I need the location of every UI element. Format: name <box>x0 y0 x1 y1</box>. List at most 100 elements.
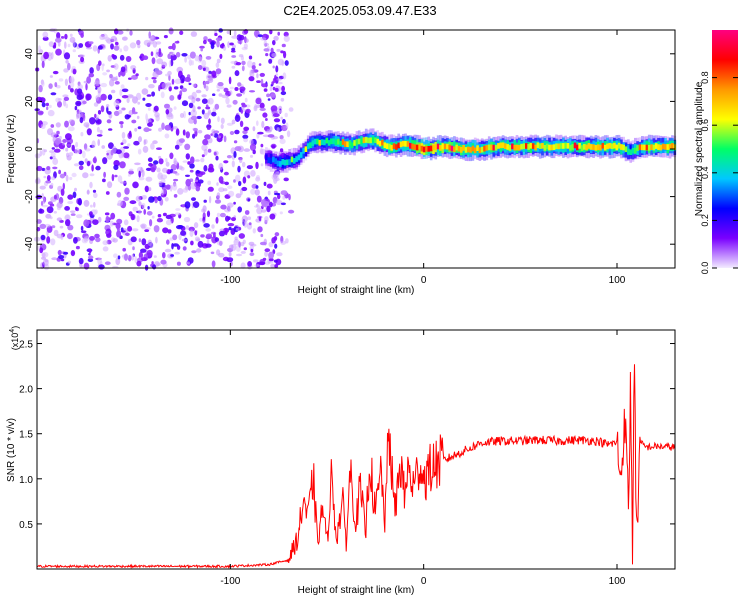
noise-speckle <box>95 87 98 90</box>
ridge-cell <box>641 144 644 151</box>
noise-speckle <box>165 161 170 167</box>
ridge-cell <box>668 143 672 150</box>
noise-speckle <box>213 151 217 156</box>
ridge-cell <box>629 149 632 156</box>
noise-speckle <box>264 251 269 257</box>
noise-speckle <box>84 148 91 152</box>
noise-speckle <box>120 142 124 145</box>
noise-speckle <box>83 199 90 207</box>
noise-speckle <box>52 155 56 160</box>
noise-speckle <box>206 238 210 245</box>
noise-speckle <box>85 83 88 91</box>
noise-speckle <box>232 44 236 49</box>
noise-speckle <box>102 178 106 183</box>
ridge-cell <box>378 140 382 147</box>
noise-speckle <box>279 138 286 145</box>
ridge-cell <box>295 156 298 162</box>
noise-speckle <box>97 45 103 50</box>
noise-speckle <box>113 253 118 258</box>
noise-speckle <box>119 48 123 53</box>
noise-speckle <box>211 111 217 117</box>
noise-speckle <box>220 204 227 210</box>
noise-speckle <box>102 72 108 76</box>
spectrogram-xlabel: Height of straight line (km) <box>298 285 415 296</box>
noise-speckle <box>248 222 252 226</box>
noise-speckle <box>102 246 109 252</box>
noise-speckle <box>50 92 57 96</box>
ridge-cell <box>453 146 456 153</box>
noise-speckle <box>272 40 276 46</box>
noise-speckle <box>208 118 211 125</box>
noise-speckle <box>211 224 215 229</box>
noise-speckle <box>143 127 150 133</box>
noise-speckle <box>282 119 286 124</box>
noise-speckle <box>254 103 258 110</box>
noise-speckle <box>34 178 41 185</box>
noise-speckle <box>49 216 53 220</box>
noise-speckle <box>121 95 129 99</box>
noise-speckle <box>115 149 122 155</box>
noise-speckle <box>130 236 137 243</box>
noise-speckle <box>152 264 157 270</box>
noise-speckle <box>216 182 219 186</box>
noise-speckle <box>260 37 267 41</box>
noise-speckle <box>80 225 84 232</box>
noise-speckle <box>62 94 69 98</box>
noise-speckle <box>99 129 103 134</box>
noise-speckle <box>138 209 142 215</box>
noise-speckle <box>176 225 183 230</box>
noise-speckle <box>268 258 274 262</box>
noise-speckle <box>53 229 59 237</box>
noise-speckle <box>126 97 130 104</box>
noise-speckle <box>157 172 163 180</box>
noise-speckle <box>163 35 168 39</box>
noise-speckle <box>235 174 241 182</box>
noise-speckle <box>184 77 192 82</box>
noise-speckle <box>249 143 257 151</box>
ridge-cell <box>536 142 540 149</box>
noise-speckle <box>42 251 49 258</box>
noise-speckle <box>272 65 275 69</box>
noise-speckle <box>102 157 108 165</box>
noise-speckle <box>245 108 251 114</box>
noise-speckle <box>105 215 110 223</box>
noise-speckle <box>68 152 74 157</box>
noise-speckle <box>228 244 234 250</box>
noise-speckle <box>89 181 93 189</box>
noise-speckle <box>243 221 248 228</box>
noise-speckle <box>228 251 232 257</box>
noise-speckle <box>215 155 219 161</box>
noise-speckle <box>248 90 256 93</box>
noise-speckle <box>285 122 289 129</box>
noise-speckle <box>273 35 279 41</box>
noise-speckle <box>94 209 98 214</box>
ridge-cell <box>550 144 554 151</box>
colorbar-ticks: 0.0 0.2 0.4 0.6 0.8 <box>700 71 738 274</box>
noise-speckle <box>97 257 102 265</box>
ridge-cell <box>531 143 535 149</box>
noise-speckle <box>281 43 286 48</box>
ridge-cell <box>511 143 514 150</box>
ridge-cell <box>369 137 373 144</box>
noise-speckle <box>54 82 58 88</box>
noise-speckle <box>231 35 238 39</box>
noise-speckle <box>264 216 269 223</box>
noise-speckle <box>119 121 124 125</box>
noise-speckle <box>214 32 218 37</box>
y-tick-label: 40 <box>24 48 35 60</box>
noise-speckle <box>141 238 147 246</box>
noise-speckle <box>74 187 77 192</box>
noise-speckle <box>134 255 137 264</box>
noise-speckle <box>68 119 76 124</box>
noise-speckle <box>221 94 229 99</box>
noise-speckle <box>249 252 255 257</box>
ridge-cell <box>557 143 561 150</box>
ridge-cell <box>425 146 428 152</box>
noise-speckle <box>110 149 114 156</box>
noise-speckle <box>90 204 93 208</box>
noise-speckle <box>140 167 143 174</box>
noise-speckle <box>119 161 126 169</box>
noise-speckle <box>43 51 49 60</box>
noise-speckle <box>269 126 273 132</box>
noise-speckle <box>288 193 291 201</box>
